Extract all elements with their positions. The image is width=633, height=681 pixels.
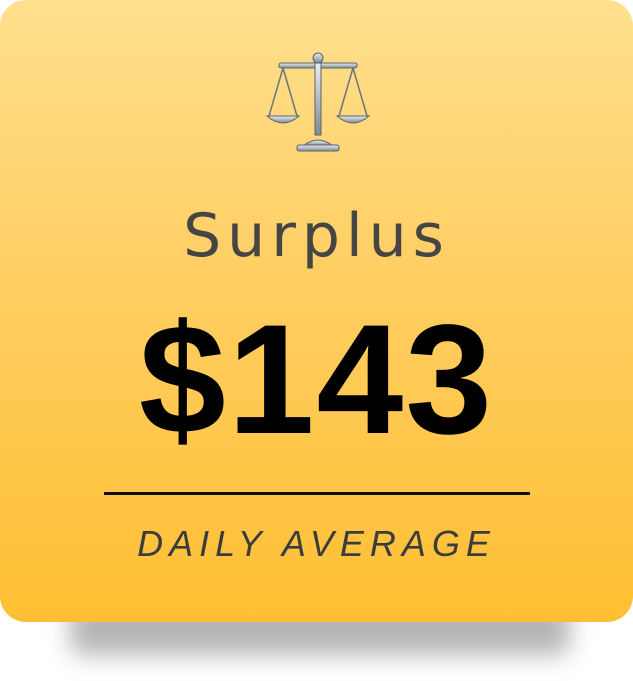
divider <box>104 492 530 495</box>
surplus-value: $143 <box>138 293 495 467</box>
card-caption: DAILY AVERAGE <box>137 523 496 564</box>
balance-scale-icon <box>265 52 371 152</box>
card-title: Surplus <box>183 201 450 271</box>
surplus-card: Surplus $143 DAILY AVERAGE <box>0 0 633 622</box>
